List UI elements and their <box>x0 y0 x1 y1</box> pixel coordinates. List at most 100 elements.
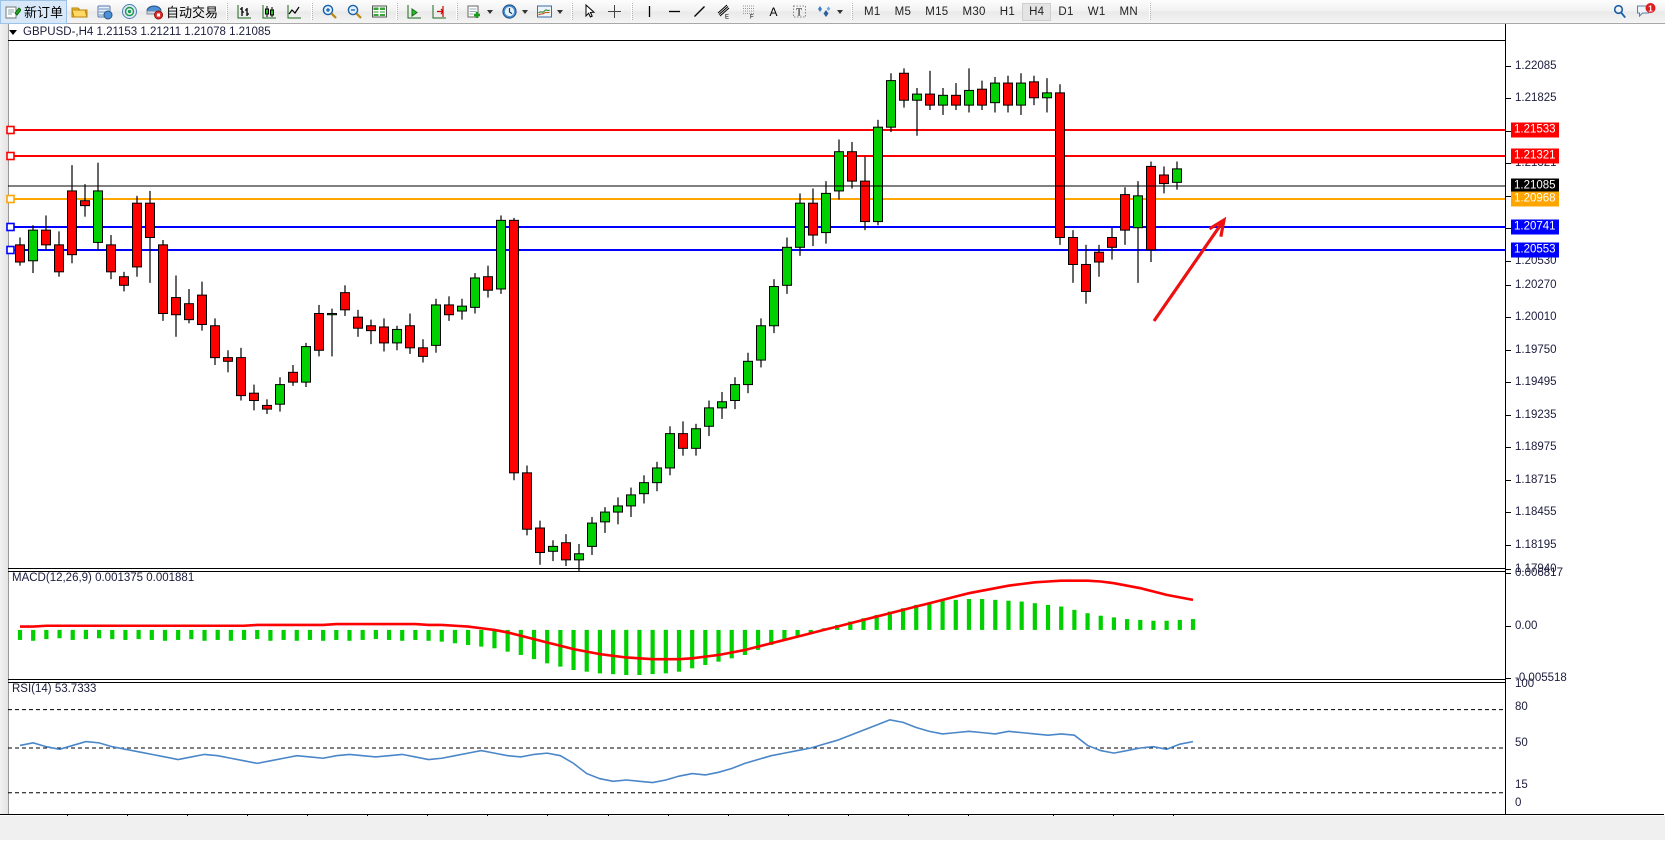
candle-body <box>847 151 857 182</box>
chevron-down-icon[interactable] <box>837 9 844 14</box>
candle-body <box>1016 82 1026 106</box>
price-axis[interactable]: 1.220851.218251.215651.213211.210451.207… <box>1505 24 1665 814</box>
macd-axis-tick <box>1506 573 1511 574</box>
price-level-tag-resistance-2[interactable]: 1.21321 <box>1511 148 1559 164</box>
line-chart-button[interactable] <box>282 1 307 23</box>
timeframe-m1[interactable]: M1 <box>864 5 881 18</box>
text-tool-button[interactable]: A <box>762 1 787 23</box>
data-window-button[interactable] <box>367 1 392 23</box>
timeframe-m30[interactable]: M30 <box>962 5 986 18</box>
profiles-button[interactable] <box>67 1 92 23</box>
candle-body <box>301 346 311 383</box>
chart-menu-icon[interactable] <box>9 29 17 35</box>
level-anchor-resistance-2[interactable] <box>6 151 15 161</box>
timeframe-mn[interactable]: MN <box>1119 5 1139 18</box>
candle-body <box>171 297 181 316</box>
price-tick <box>1506 131 1511 132</box>
autotrade-button[interactable]: 自动交易 <box>142 1 222 23</box>
crosshair-tool-button[interactable] <box>602 1 627 23</box>
chevron-down-icon[interactable] <box>557 9 564 14</box>
chart-shift-button[interactable] <box>427 1 452 23</box>
market-watch-button[interactable] <box>92 1 117 23</box>
up-arrow-head[interactable] <box>1208 216 1227 238</box>
templates-icon <box>536 3 553 20</box>
timeframe-m5[interactable]: M5 <box>894 5 912 18</box>
price-tick-label: 1.19495 <box>1515 376 1557 388</box>
candle-body <box>392 328 402 344</box>
price-level-tag-pivot[interactable]: 1.20968 <box>1511 191 1559 207</box>
bar-chart-button[interactable] <box>232 1 257 23</box>
price-tick-label: 1.20270 <box>1515 279 1557 291</box>
candle-body <box>834 151 844 192</box>
toolbar-separator <box>1149 3 1152 20</box>
timeframe-h1[interactable]: H1 <box>999 5 1016 18</box>
candle-body <box>795 202 805 248</box>
new-order-button[interactable]: 新订单 <box>0 0 68 24</box>
hline-tool-button[interactable] <box>662 1 687 23</box>
candle-body <box>366 325 376 332</box>
price-level-tag-support-1[interactable]: 1.20741 <box>1511 219 1559 235</box>
candle-body <box>704 407 714 427</box>
toolbar-separator <box>571 3 574 20</box>
level-anchor-resistance-1[interactable] <box>6 125 15 135</box>
trendline-tool-button[interactable] <box>687 1 712 23</box>
price-level-tag-current-price[interactable]: 1.21085 <box>1511 178 1559 194</box>
equidistant-channel-tool-button[interactable]: E <box>712 1 737 23</box>
candle-body <box>509 219 519 474</box>
macd-signal-line <box>20 579 1194 661</box>
search-button[interactable] <box>1607 1 1632 23</box>
chart-window[interactable]: GBPUSD-,H4 1.21153 1.21211 1.21078 1.210… <box>0 24 1665 841</box>
zoom-out-icon <box>346 3 363 20</box>
toolbar-separator <box>851 3 854 20</box>
candle-body <box>379 326 389 344</box>
indicators-button[interactable] <box>462 1 497 23</box>
text-label-tool-button[interactable]: T <box>787 1 812 23</box>
chevron-down-icon[interactable] <box>487 9 494 14</box>
candle-body <box>457 305 467 312</box>
zoom-in-button[interactable] <box>317 1 342 23</box>
timeframe-m15[interactable]: M15 <box>925 5 949 18</box>
candle-body <box>405 325 415 349</box>
alerts-button[interactable]: 1 <box>1632 1 1665 23</box>
candle-body <box>496 219 506 290</box>
price-tick <box>1506 66 1511 67</box>
cursor-tool-button[interactable] <box>577 1 602 23</box>
price-tick-label: 1.18195 <box>1515 539 1557 551</box>
level-anchor-support-1[interactable] <box>6 222 15 232</box>
timeframe-d1[interactable]: D1 <box>1058 5 1074 18</box>
navigator-button[interactable] <box>117 1 142 23</box>
candle-body <box>925 93 935 106</box>
candle-body <box>106 244 116 273</box>
scroll-end-icon <box>406 3 423 20</box>
vline-tool-button[interactable] <box>637 1 662 23</box>
auto-scroll-button[interactable] <box>402 1 427 23</box>
price-level-tag-support-2[interactable]: 1.20553 <box>1511 242 1559 258</box>
up-arrow-shaft[interactable] <box>1152 219 1226 322</box>
fibonacci-tool-button[interactable]: F <box>737 1 762 23</box>
zoom-out-button[interactable] <box>342 1 367 23</box>
price-tick <box>1506 317 1511 318</box>
market-watch-icon <box>96 3 113 20</box>
candle-body <box>1055 92 1065 239</box>
timeframe-h4[interactable]: H4 <box>1022 2 1052 21</box>
chart-left-gutter <box>0 24 9 814</box>
price-tick <box>1506 382 1511 383</box>
templates-button[interactable] <box>532 1 567 23</box>
level-anchor-pivot[interactable] <box>6 194 15 204</box>
candle-body <box>522 472 532 530</box>
timeframe-w1[interactable]: W1 <box>1087 5 1106 18</box>
candle-body <box>600 511 610 523</box>
price-tick <box>1506 545 1511 546</box>
level-anchor-support-2[interactable] <box>6 245 15 255</box>
vline-icon <box>641 3 658 20</box>
chevron-down-icon[interactable] <box>522 9 529 14</box>
candle-body <box>964 89 974 106</box>
candlestick-chart-button[interactable] <box>257 1 282 23</box>
price-tick <box>1506 569 1511 570</box>
shapes-tool-button[interactable] <box>812 1 847 23</box>
period-button[interactable] <box>497 1 532 23</box>
price-tick <box>1506 228 1511 229</box>
price-tick <box>1506 350 1511 351</box>
candle-body <box>678 433 688 449</box>
price-level-tag-resistance-1[interactable]: 1.21533 <box>1511 122 1559 138</box>
